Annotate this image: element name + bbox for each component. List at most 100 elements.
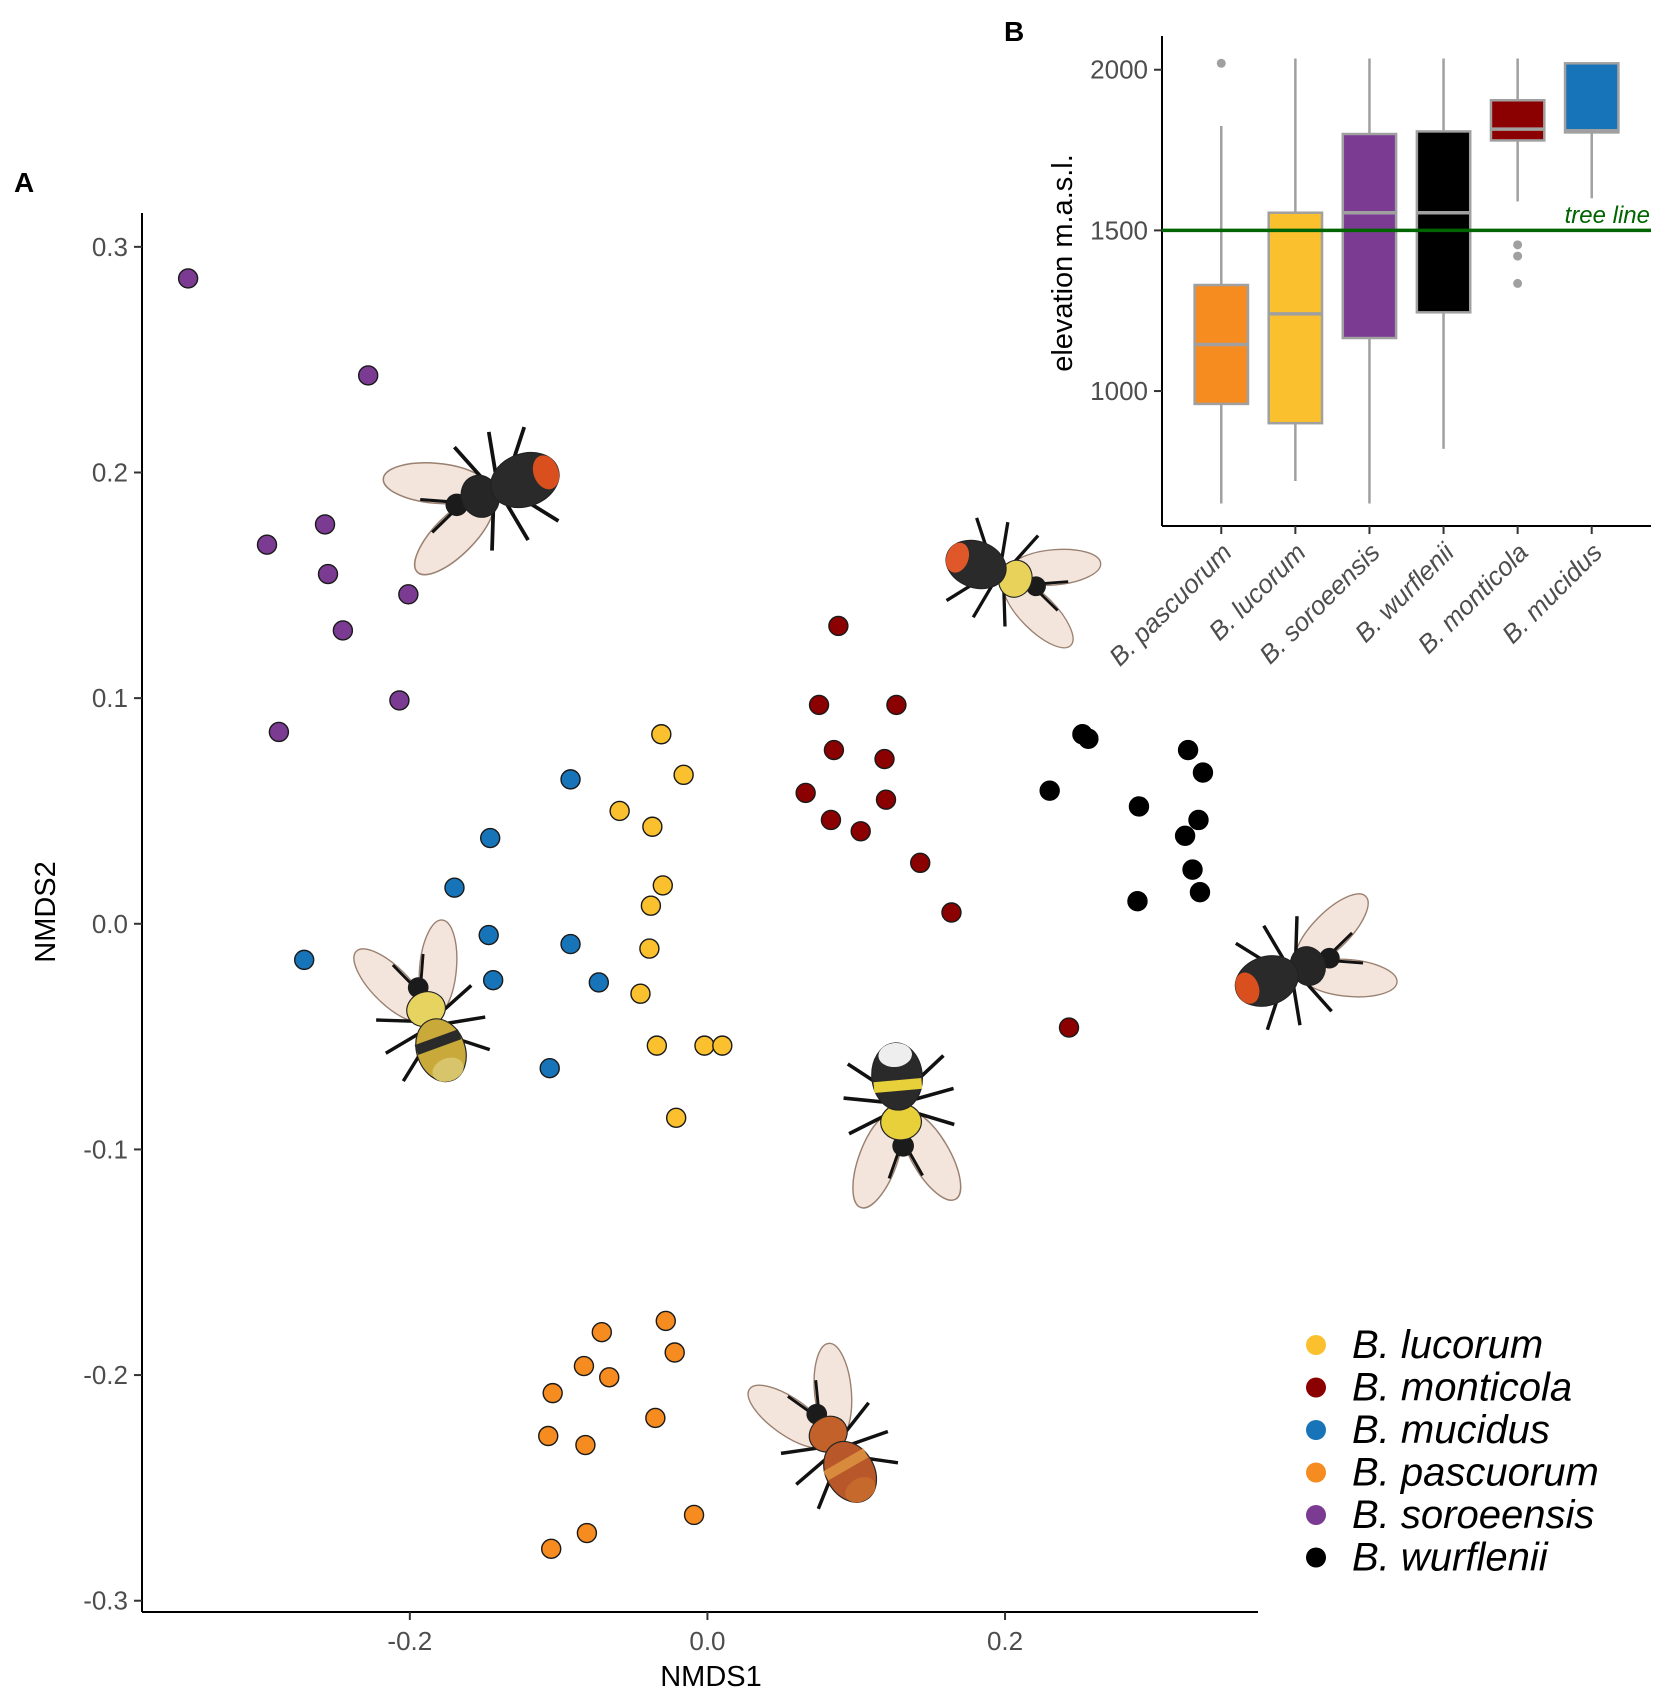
data-point [177, 268, 199, 289]
data-point [591, 1321, 612, 1343]
leg [1292, 987, 1302, 1026]
legend-label: B. wurflenii [1352, 1536, 1549, 1580]
data-point [823, 739, 845, 761]
data-point [639, 938, 660, 959]
data-point [542, 1382, 563, 1404]
boxes [1162, 58, 1651, 504]
data-point [398, 584, 419, 605]
data-point [268, 721, 290, 743]
data-point [655, 1310, 676, 1332]
y-tick-label: -0.2 [83, 1360, 128, 1390]
panel-label-a: A [14, 167, 34, 198]
bee-icon [382, 426, 560, 576]
data-point [664, 1342, 685, 1363]
leg [442, 984, 473, 1012]
legend-key [1306, 1547, 1326, 1568]
data-point [640, 895, 662, 916]
data-point [642, 816, 663, 837]
abdomen-tip [845, 1477, 876, 1503]
antenna [907, 1149, 924, 1177]
leg [971, 585, 993, 619]
antenna [419, 953, 425, 982]
panel-label-b: B [1004, 16, 1024, 47]
leg [1002, 590, 1007, 627]
leg [843, 1096, 883, 1104]
abdomen-band [414, 1029, 462, 1055]
abdomen-band [873, 1078, 923, 1093]
data-point [609, 800, 630, 822]
bee-icon [843, 1042, 962, 1209]
outlier-point [1513, 278, 1523, 288]
legend-label: B. soroeensis [1352, 1493, 1594, 1537]
legend-key [1306, 1462, 1326, 1483]
antenna [1041, 580, 1069, 586]
antenna [431, 510, 455, 534]
leg [844, 1401, 870, 1434]
data-point [256, 534, 278, 555]
data-point [652, 875, 673, 896]
leg [447, 1015, 486, 1025]
antenna [1331, 931, 1354, 954]
leg [1305, 982, 1333, 1013]
data-point [808, 694, 830, 716]
data-point [1078, 728, 1099, 749]
data-point [795, 782, 816, 804]
data-point [820, 809, 842, 831]
data-point [538, 1425, 559, 1447]
leg [916, 1111, 955, 1127]
leg [915, 1086, 955, 1101]
abdomen-band [823, 1448, 869, 1481]
leg [376, 1018, 414, 1023]
box [1267, 211, 1324, 425]
y-tick-label: -0.1 [83, 1134, 128, 1164]
leg [505, 504, 530, 542]
data-point [1189, 881, 1211, 903]
data-point [828, 615, 849, 637]
legend-label: B. monticola [1352, 1366, 1572, 1410]
leg [780, 1446, 819, 1456]
leg [452, 445, 483, 479]
outlier-point [1513, 251, 1523, 261]
box-y-axis-label: elevation m.a.s.l. [1047, 154, 1079, 372]
data-point [910, 852, 931, 874]
outlier-point [1216, 58, 1226, 68]
data-point [646, 1035, 668, 1056]
bee-icon [353, 919, 491, 1083]
data-point [1174, 825, 1196, 846]
data-point [694, 1035, 715, 1056]
y-tick-label: 2000 [1090, 55, 1148, 85]
data-point [645, 1407, 666, 1429]
legend-key [1306, 1420, 1326, 1440]
antenna [420, 497, 451, 504]
y-tick-label: 0.3 [92, 232, 128, 262]
antenna [787, 1395, 812, 1414]
data-point [560, 769, 581, 790]
leg [490, 510, 496, 551]
data-point [1192, 762, 1214, 783]
head [892, 1135, 914, 1157]
legend-key [1306, 1505, 1326, 1525]
x-tick-label: B. pascuorum [1103, 537, 1238, 672]
data-point [850, 821, 871, 842]
antenna [887, 1150, 901, 1179]
abdomen-tip [878, 1042, 912, 1068]
abdomen-tip [532, 455, 560, 490]
leg [384, 1032, 419, 1055]
nmds-axes [141, 213, 1258, 1613]
bee-illustrations [353, 426, 1398, 1510]
data-point [293, 949, 315, 971]
data-point [1127, 891, 1148, 912]
leg [486, 431, 498, 473]
data-point [317, 563, 339, 585]
nmds-x-axis-label: NMDS1 [660, 1661, 762, 1692]
data-point [886, 694, 907, 716]
data-point [1128, 796, 1150, 817]
bee-icon [945, 517, 1102, 649]
data-point [573, 1355, 595, 1377]
data-point [575, 1434, 596, 1456]
data-point [665, 1107, 687, 1129]
nmds-ticks: -0.2 0.0 0.2 -0.3 -0.2 -0.1 0.0 0.1 0.2 0.3 [83, 232, 1023, 1656]
tree-line-label: tree line [1565, 202, 1650, 229]
y-tick-label: 0.0 [92, 909, 128, 939]
